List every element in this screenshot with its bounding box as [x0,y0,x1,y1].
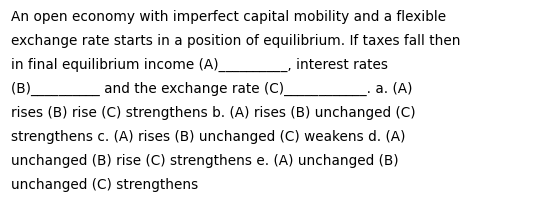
Text: An open economy with imperfect capital mobility and a flexible: An open economy with imperfect capital m… [11,10,446,24]
Text: exchange rate starts in a position of equilibrium. If taxes fall then: exchange rate starts in a position of eq… [11,34,460,48]
Text: in final equilibrium income (A)__________, interest rates: in final equilibrium income (A)_________… [11,58,388,72]
Text: unchanged (B) rise (C) strengthens e. (A) unchanged (B): unchanged (B) rise (C) strengthens e. (A… [11,154,398,168]
Text: (B)__________ and the exchange rate (C)____________. a. (A): (B)__________ and the exchange rate (C)_… [11,82,412,96]
Text: rises (B) rise (C) strengthens b. (A) rises (B) unchanged (C): rises (B) rise (C) strengthens b. (A) ri… [11,106,416,120]
Text: unchanged (C) strengthens: unchanged (C) strengthens [11,178,198,192]
Text: strengthens c. (A) rises (B) unchanged (C) weakens d. (A): strengthens c. (A) rises (B) unchanged (… [11,130,406,144]
